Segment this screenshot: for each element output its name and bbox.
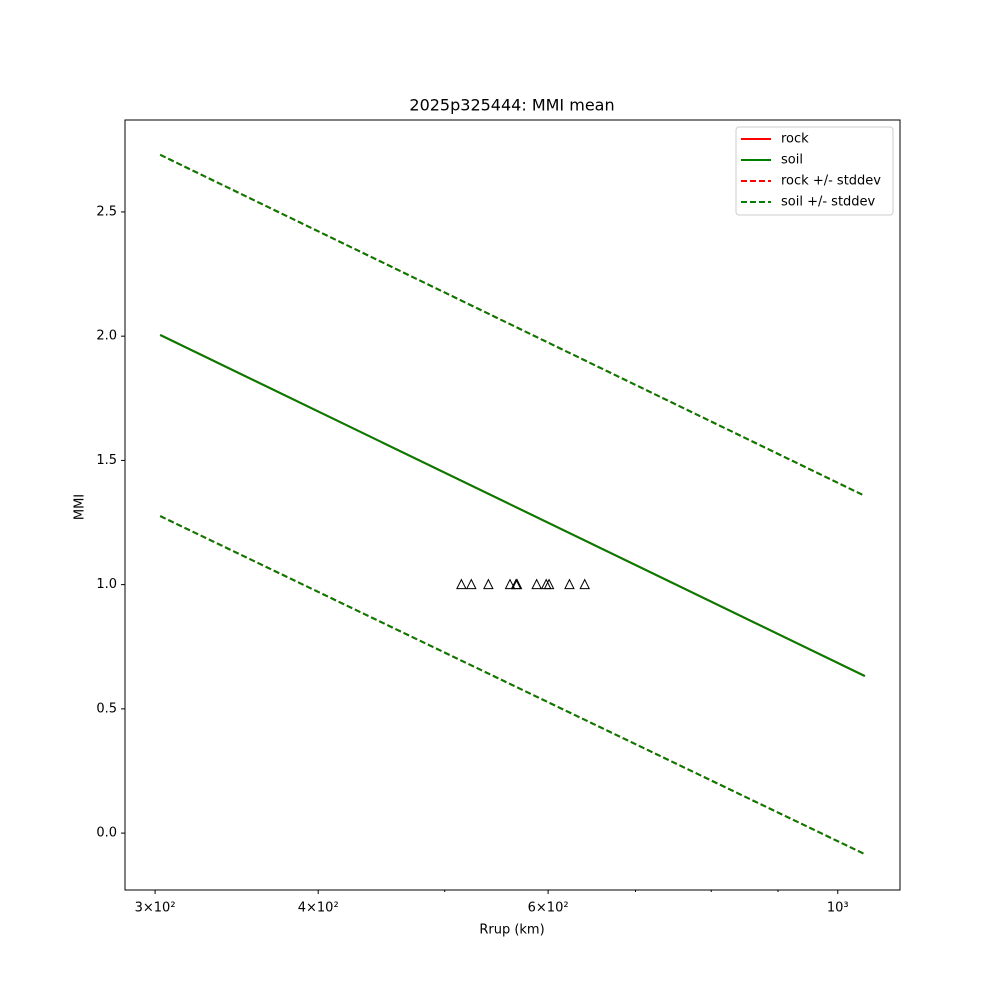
x-axis-label: Rrup (km) — [479, 923, 544, 938]
plot-frame — [124, 119, 901, 891]
series-line — [159, 515, 866, 856]
point — [504, 578, 516, 590]
legend-label: soil — [781, 153, 803, 168]
series-line — [159, 334, 866, 677]
chart-title: 2025p325444: MMI mean — [409, 96, 614, 115]
point — [511, 578, 523, 590]
legend-label: rock +/- stddev — [781, 174, 881, 189]
y-axis-label: MMI — [73, 494, 88, 520]
point — [564, 578, 575, 590]
y-tick-label: 0.0 — [96, 826, 117, 841]
point — [579, 578, 591, 590]
point — [531, 578, 542, 590]
point — [466, 578, 477, 590]
point — [483, 578, 494, 590]
y-tick-label: 2.5 — [96, 204, 117, 219]
y-tick-label: 1.0 — [96, 577, 117, 592]
point — [543, 578, 555, 590]
series-line — [159, 153, 866, 497]
y-tick-label: 2.0 — [96, 329, 117, 344]
x-tick-label: 10³ — [827, 901, 849, 916]
x-tick-label: 4×10² — [298, 901, 339, 916]
legend-box — [735, 126, 894, 216]
x-tick-label: 3×10² — [135, 901, 176, 916]
y-tick-label: 0.5 — [96, 701, 117, 716]
x-tick-label: 6×10² — [528, 901, 569, 916]
legend-label: rock — [781, 132, 809, 147]
point — [456, 578, 467, 590]
y-tick-label: 1.5 — [96, 453, 117, 468]
legend-label: soil +/- stddev — [781, 195, 876, 210]
